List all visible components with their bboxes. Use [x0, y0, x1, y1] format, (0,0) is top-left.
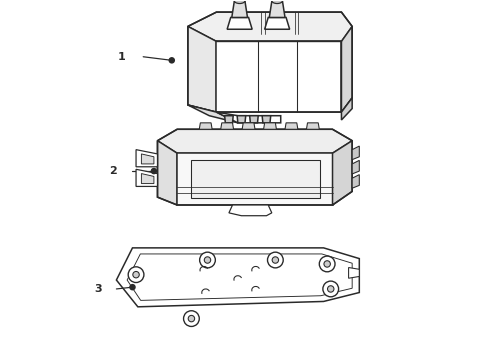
Polygon shape — [188, 12, 352, 41]
Polygon shape — [177, 153, 333, 205]
Polygon shape — [232, 1, 247, 18]
Circle shape — [130, 285, 135, 290]
Polygon shape — [229, 205, 272, 216]
Circle shape — [268, 252, 283, 268]
Polygon shape — [262, 116, 270, 123]
Polygon shape — [348, 267, 359, 278]
Circle shape — [272, 257, 279, 263]
Circle shape — [133, 271, 139, 278]
Polygon shape — [188, 105, 238, 123]
Ellipse shape — [272, 0, 283, 4]
Polygon shape — [342, 26, 352, 112]
Circle shape — [204, 257, 211, 263]
Polygon shape — [352, 160, 359, 174]
Circle shape — [184, 311, 199, 327]
Polygon shape — [142, 154, 154, 164]
Polygon shape — [157, 129, 352, 153]
Polygon shape — [136, 150, 157, 167]
Polygon shape — [217, 41, 342, 112]
Polygon shape — [142, 174, 154, 184]
Circle shape — [188, 315, 195, 322]
Ellipse shape — [234, 0, 245, 4]
Polygon shape — [249, 116, 258, 123]
Circle shape — [323, 281, 339, 297]
Polygon shape — [333, 141, 352, 205]
Circle shape — [128, 267, 144, 283]
Circle shape — [151, 168, 156, 174]
Polygon shape — [352, 175, 359, 188]
Polygon shape — [224, 116, 233, 123]
Polygon shape — [117, 248, 359, 307]
Polygon shape — [136, 169, 157, 186]
Polygon shape — [270, 1, 285, 18]
Polygon shape — [192, 160, 320, 198]
Circle shape — [169, 58, 174, 63]
Polygon shape — [227, 18, 252, 29]
Polygon shape — [352, 146, 359, 159]
Polygon shape — [342, 98, 352, 120]
Polygon shape — [157, 141, 177, 205]
Polygon shape — [217, 112, 281, 123]
Polygon shape — [199, 123, 212, 129]
Circle shape — [324, 261, 330, 267]
Circle shape — [327, 286, 334, 292]
Polygon shape — [285, 123, 298, 129]
Circle shape — [199, 252, 215, 268]
Polygon shape — [306, 123, 319, 129]
Polygon shape — [264, 123, 276, 129]
Polygon shape — [188, 26, 217, 112]
Text: 2: 2 — [109, 166, 117, 176]
Text: 1: 1 — [118, 52, 125, 62]
Polygon shape — [220, 123, 234, 129]
Polygon shape — [265, 18, 290, 29]
Text: 3: 3 — [95, 284, 102, 294]
Polygon shape — [237, 116, 245, 123]
Circle shape — [319, 256, 335, 272]
Polygon shape — [242, 123, 255, 129]
